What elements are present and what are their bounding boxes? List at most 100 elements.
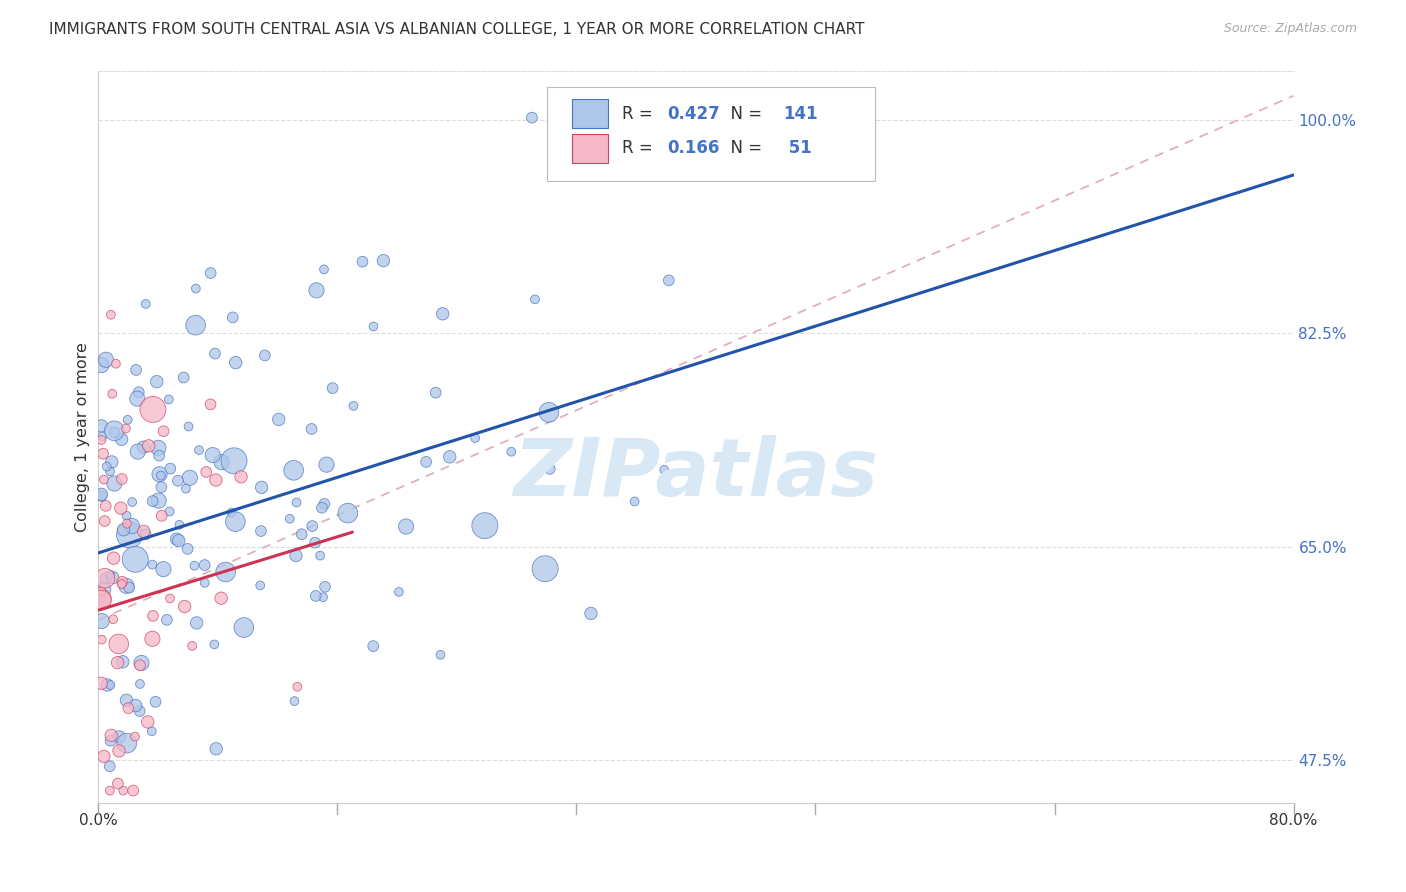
Point [373, 253, 395, 268]
Point [94, 499, 117, 513]
Point [166, 532, 188, 546]
Text: R =: R = [621, 104, 658, 123]
Point [309, 549, 332, 563]
Point [125, 363, 148, 377]
Point [117, 413, 139, 427]
Legend:  [689, 844, 703, 857]
Point [202, 637, 225, 651]
Point [352, 254, 374, 268]
Point [110, 432, 132, 446]
Point [229, 470, 252, 484]
Text: ZIPatlas: ZIPatlas [513, 434, 879, 513]
Point [132, 524, 155, 539]
Point [98, 783, 121, 797]
Point [184, 281, 207, 295]
Point [108, 744, 131, 758]
Point [425, 385, 447, 400]
Point [194, 558, 217, 572]
Point [315, 458, 337, 472]
Point [184, 318, 207, 333]
Point [90, 487, 112, 501]
Point [91, 582, 114, 597]
Point [314, 497, 336, 511]
Point [652, 463, 675, 477]
Point [201, 448, 224, 462]
Text: IMMIGRANTS FROM SOUTH CENTRAL ASIA VS ALBANIAN COLLEGE, 1 YEAR OR MORE CORRELATI: IMMIGRANTS FROM SOUTH CENTRAL ASIA VS AL… [49, 22, 865, 37]
Point [388, 585, 411, 599]
Point [285, 680, 308, 694]
Point [132, 440, 155, 454]
Point [115, 508, 138, 523]
Point [107, 637, 129, 651]
Point [117, 701, 139, 715]
Point [249, 578, 271, 592]
Point [285, 495, 308, 509]
Point [100, 308, 122, 322]
Point [278, 512, 301, 526]
Point [312, 262, 335, 277]
Point [118, 528, 141, 542]
Point [108, 730, 131, 744]
Point [167, 474, 190, 488]
Point [152, 562, 174, 576]
Point [150, 480, 173, 494]
Point [312, 591, 335, 605]
Point [142, 494, 165, 508]
Point [124, 730, 146, 744]
Point [94, 571, 117, 585]
Point [121, 495, 143, 509]
Point [112, 783, 135, 797]
Point [115, 693, 138, 707]
Point [291, 527, 314, 541]
Point [115, 516, 138, 531]
Point [150, 508, 173, 523]
Point [579, 607, 602, 621]
Point [111, 655, 134, 669]
Point [169, 517, 191, 532]
Point [100, 678, 122, 692]
Point [250, 480, 273, 494]
Point [90, 591, 112, 606]
Point [90, 676, 112, 690]
Point [145, 695, 167, 709]
Point [100, 728, 122, 742]
Point [181, 639, 204, 653]
Point [183, 558, 205, 573]
Point [91, 429, 114, 443]
Point [115, 736, 138, 750]
Point [283, 463, 305, 477]
Point [439, 450, 461, 464]
Point [90, 584, 112, 599]
Point [211, 455, 233, 469]
Point [174, 482, 197, 496]
Point [250, 524, 273, 538]
Point [205, 473, 228, 487]
FancyBboxPatch shape [547, 87, 876, 181]
Point [127, 444, 149, 458]
Point [464, 431, 486, 445]
Point [141, 724, 163, 739]
Point [90, 614, 112, 628]
Point [135, 527, 157, 541]
Point [103, 551, 125, 566]
Point [128, 704, 150, 718]
Point [121, 519, 143, 533]
Point [209, 591, 232, 606]
Point [112, 523, 135, 537]
Point [301, 519, 323, 533]
Point [232, 620, 254, 634]
Point [194, 575, 217, 590]
Point [100, 455, 122, 469]
Point [90, 591, 112, 606]
Point [177, 419, 200, 434]
Point [534, 562, 557, 576]
Point [149, 468, 172, 483]
Point [658, 273, 681, 287]
Point [148, 467, 170, 482]
Text: R =: R = [621, 139, 658, 157]
Point [152, 424, 174, 438]
Point [103, 424, 125, 438]
Point [429, 648, 451, 662]
Y-axis label: College, 1 year or more: College, 1 year or more [75, 343, 90, 532]
Point [173, 370, 195, 384]
